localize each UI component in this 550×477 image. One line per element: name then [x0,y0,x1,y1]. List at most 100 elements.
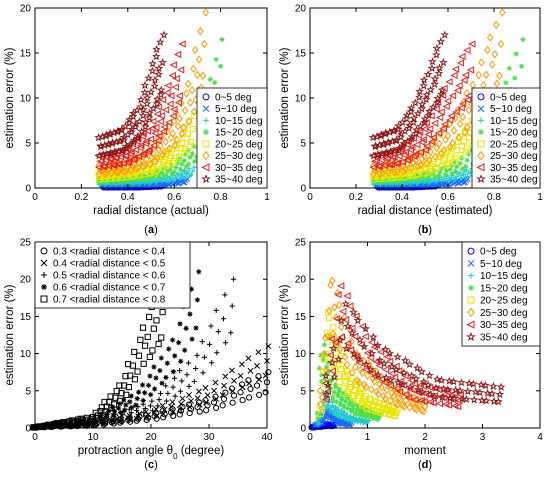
data-point [103,169,110,178]
data-point [455,81,463,90]
data-point [466,66,475,74]
data-point [496,382,506,391]
data-point [352,411,358,417]
data-point [161,173,167,179]
data-point [254,362,260,369]
data-point [432,152,439,161]
data-point [175,136,182,143]
data-point [163,398,170,404]
y-tick-label: 0 [300,184,306,195]
data-points [30,269,272,431]
legend-label: 10~15 deg [490,116,538,127]
data-point [200,370,206,376]
data-point [375,389,382,399]
data-point [142,405,148,412]
data-point [176,406,183,413]
data-point [179,172,185,178]
data-point [495,389,505,399]
data-point [173,135,180,145]
data-point [421,171,427,177]
data-point [181,167,188,173]
data-point [448,151,455,158]
data-point [219,36,225,43]
x-tick-label: 0.2 [349,192,363,203]
data-point [152,44,161,54]
data-point [180,150,187,157]
data-point [128,410,134,416]
panel-caption: (a) [144,224,157,236]
chart-panel-d: 0 1 2 3 4 0 5 10 15 20 25 moment estimation error (%… [279,238,543,472]
data-point [337,401,343,407]
data-point [186,161,192,167]
data-point [192,45,199,55]
data-point [158,57,168,67]
data-point [170,384,176,390]
data-point [370,169,377,179]
data-point [213,395,220,402]
data-point [149,347,156,354]
data-point [410,98,420,107]
data-point [444,131,452,140]
data-point [383,353,391,361]
x-axis-label: radial distance (actual) [93,205,209,217]
data-point [452,113,459,123]
data-point [177,321,183,327]
data-point [432,374,442,383]
data-point [129,362,136,369]
data-point [148,180,154,186]
data-point [402,165,410,174]
data-point [137,336,144,343]
data-point [428,138,436,146]
data-point [317,399,325,409]
data-point [229,388,236,395]
data-point [178,400,185,407]
data-point [494,397,503,406]
data-point [464,157,470,163]
data-point [211,387,218,394]
data-point [262,389,269,396]
data-point [461,171,467,177]
data-point [432,50,441,59]
data-point [453,86,462,95]
y-tick-label: 20 [20,4,32,15]
data-point [336,414,342,420]
data-point [145,108,155,117]
data-point [149,408,156,414]
data-point [362,406,369,412]
data-point [344,395,350,401]
data-point [212,79,218,86]
data-point [99,417,105,423]
legend-box [471,87,541,189]
legend-label: 35~40 deg [215,175,263,186]
data-point [419,377,429,386]
data-point [185,169,191,175]
data-point [441,120,449,128]
data-point [159,402,166,409]
data-point [176,114,183,123]
legend-label: 25~30 deg [480,308,528,319]
data-point [133,177,139,183]
data-point [434,68,444,78]
legend-marker [477,150,485,161]
data-point [237,372,244,379]
data-point [160,123,168,131]
data-point [441,400,450,408]
legend-marker [467,247,475,255]
data-point [213,404,220,412]
data-point [158,96,167,104]
data-point [184,130,192,137]
data-point [326,351,334,359]
data-point [133,131,143,140]
data-point [157,390,164,397]
data-point [463,96,472,104]
x-tick-label: 0 [32,192,38,203]
data-point [327,335,336,343]
data-point [337,282,345,290]
data-point [145,146,153,154]
data-point [147,176,153,182]
y-tick-label: 10 [295,94,307,105]
data-point [208,323,214,329]
data-point [336,316,346,325]
